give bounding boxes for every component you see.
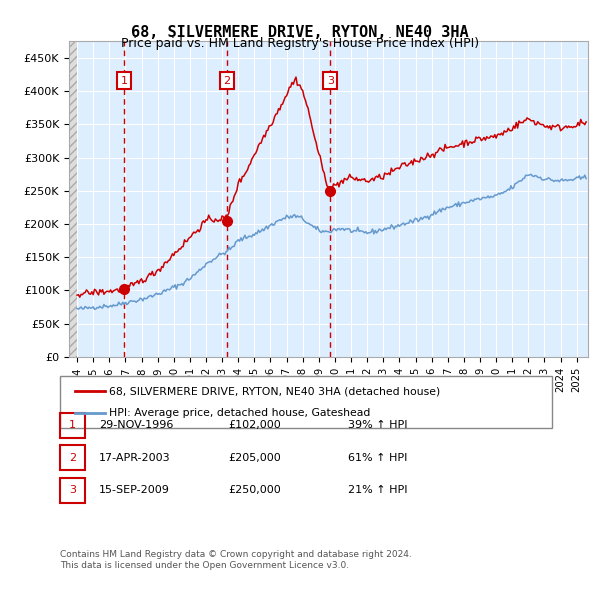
Text: 68, SILVERMERE DRIVE, RYTON, NE40 3HA (detached house): 68, SILVERMERE DRIVE, RYTON, NE40 3HA (d… xyxy=(109,386,440,396)
Text: 2: 2 xyxy=(69,453,76,463)
Text: 29-NOV-1996: 29-NOV-1996 xyxy=(99,421,173,430)
Text: 3: 3 xyxy=(69,486,76,495)
Text: 61% ↑ HPI: 61% ↑ HPI xyxy=(348,453,407,463)
Text: 1: 1 xyxy=(69,421,76,430)
Text: Price paid vs. HM Land Registry's House Price Index (HPI): Price paid vs. HM Land Registry's House … xyxy=(121,37,479,50)
Text: £250,000: £250,000 xyxy=(228,486,281,495)
Text: £102,000: £102,000 xyxy=(228,421,281,430)
Text: HPI: Average price, detached house, Gateshead: HPI: Average price, detached house, Gate… xyxy=(109,408,371,418)
Text: Contains HM Land Registry data © Crown copyright and database right 2024.: Contains HM Land Registry data © Crown c… xyxy=(60,550,412,559)
Text: £205,000: £205,000 xyxy=(228,453,281,463)
Text: 17-APR-2003: 17-APR-2003 xyxy=(99,453,170,463)
Text: 3: 3 xyxy=(327,76,334,86)
Text: 68, SILVERMERE DRIVE, RYTON, NE40 3HA: 68, SILVERMERE DRIVE, RYTON, NE40 3HA xyxy=(131,25,469,40)
Text: 1: 1 xyxy=(121,76,127,86)
Text: 15-SEP-2009: 15-SEP-2009 xyxy=(99,486,170,495)
Text: 21% ↑ HPI: 21% ↑ HPI xyxy=(348,486,407,495)
Text: This data is licensed under the Open Government Licence v3.0.: This data is licensed under the Open Gov… xyxy=(60,560,349,569)
Text: 39% ↑ HPI: 39% ↑ HPI xyxy=(348,421,407,430)
Text: 2: 2 xyxy=(223,76,230,86)
